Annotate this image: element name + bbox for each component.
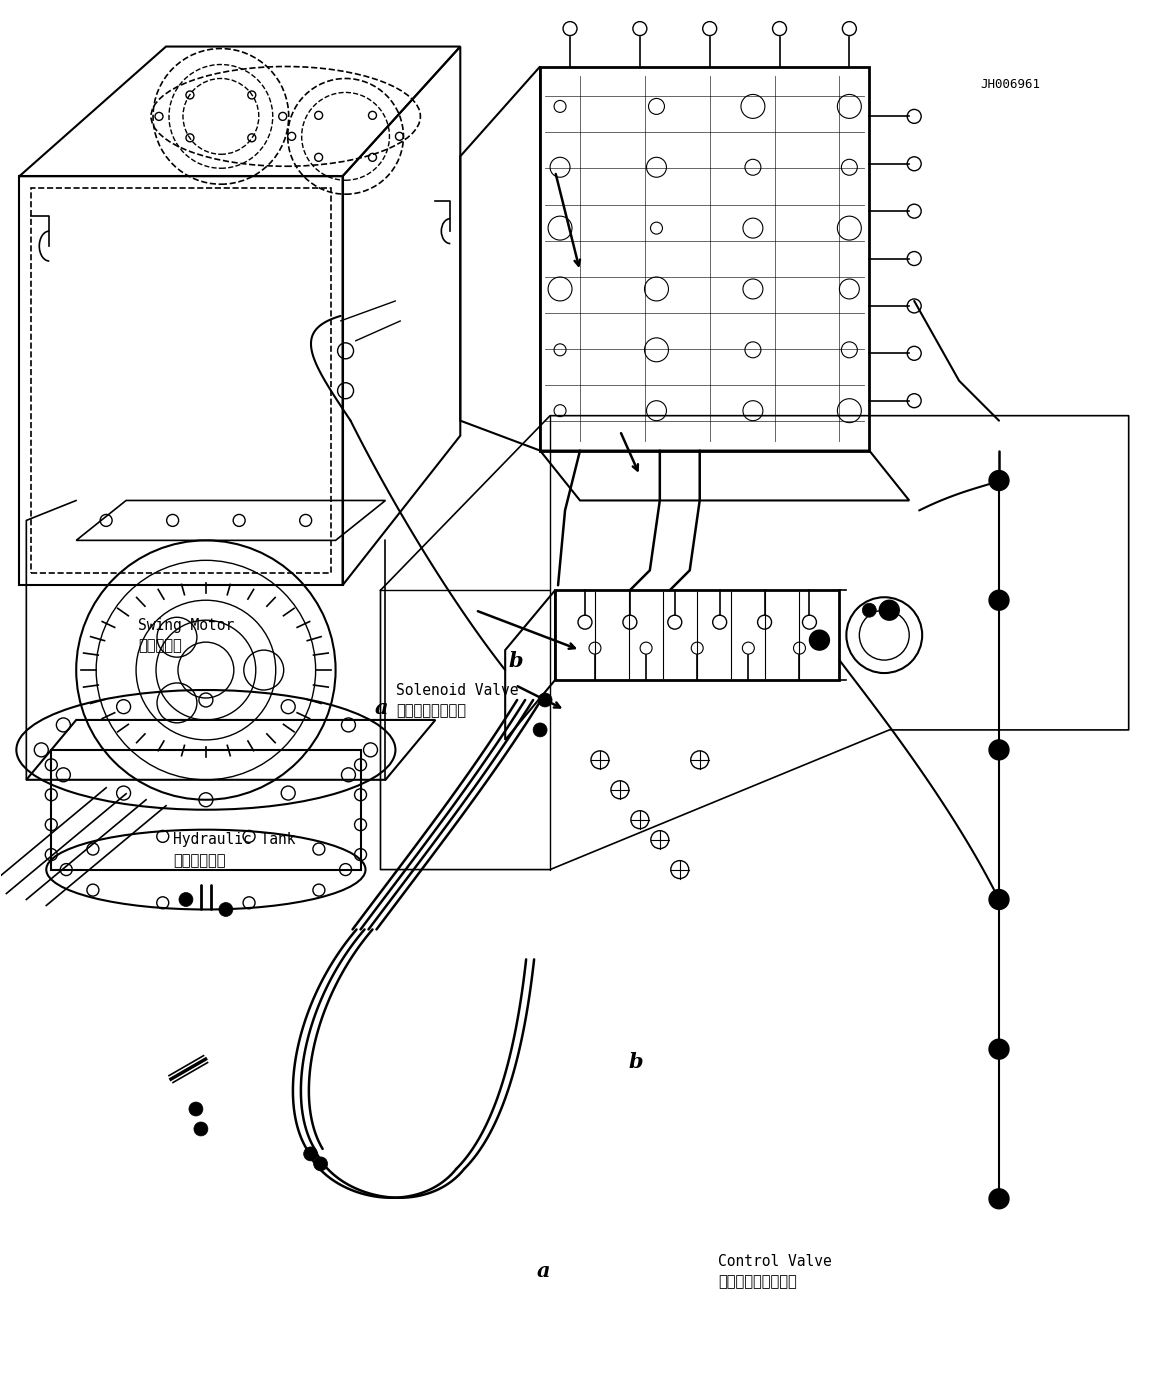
Circle shape [219, 903, 233, 917]
Text: a: a [536, 1261, 550, 1281]
Circle shape [862, 603, 876, 617]
Circle shape [304, 1147, 317, 1161]
Text: Solenoid Valve: Solenoid Valve [395, 683, 519, 697]
Circle shape [314, 1157, 328, 1171]
Text: JH006961: JH006961 [980, 78, 1041, 92]
Text: ソレノイドバルブ: ソレノイドバルブ [395, 704, 466, 718]
Circle shape [989, 889, 1009, 910]
Text: Control Valve: Control Valve [719, 1254, 833, 1268]
Circle shape [179, 893, 193, 907]
Circle shape [809, 631, 829, 650]
Circle shape [989, 740, 1009, 760]
Circle shape [194, 1122, 208, 1136]
Circle shape [989, 471, 1009, 490]
Circle shape [989, 1039, 1009, 1060]
Text: b: b [629, 1051, 643, 1072]
Text: a: a [376, 699, 388, 718]
Text: b: b [508, 651, 522, 671]
Text: Hydraulic Tank: Hydraulic Tank [173, 832, 295, 847]
Text: コントロールバルブ: コントロールバルブ [719, 1275, 797, 1289]
Text: 作動油タンク: 作動油タンク [173, 853, 226, 868]
Circle shape [538, 693, 552, 707]
Circle shape [989, 1189, 1009, 1208]
Circle shape [879, 600, 899, 619]
Circle shape [989, 590, 1009, 610]
Text: Swing Motor: Swing Motor [138, 618, 235, 633]
Circle shape [188, 1101, 202, 1115]
Circle shape [813, 633, 827, 647]
Text: 旋回モータ: 旋回モータ [138, 639, 183, 653]
Circle shape [533, 722, 547, 738]
